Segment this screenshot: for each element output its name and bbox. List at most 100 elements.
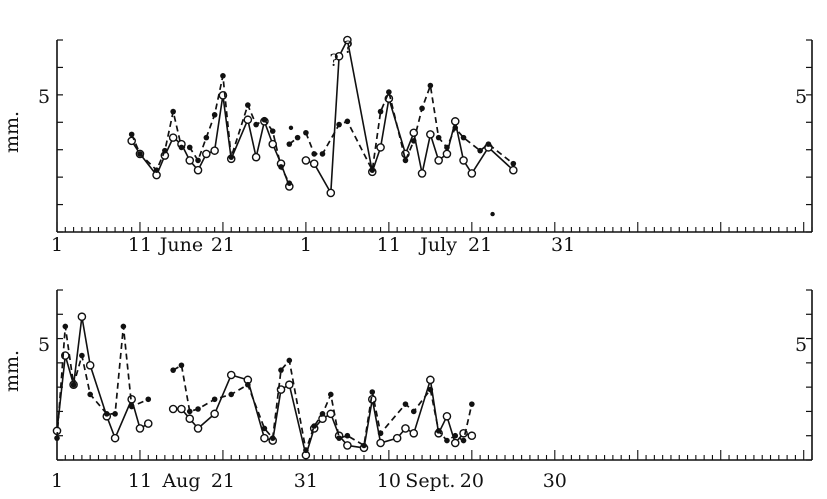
- open-circle-point: [409, 428, 419, 438]
- filled-dot-point: [336, 435, 342, 441]
- y-tick-label-right: 5: [795, 334, 807, 356]
- filled-dot-point: [477, 147, 483, 154]
- filled-dot-point: [269, 128, 276, 134]
- open-circle-point: [301, 156, 311, 165]
- filled-dot-point: [369, 389, 376, 395]
- open-circle-point: [459, 156, 468, 165]
- filled-dot-point: [286, 141, 293, 147]
- open-circle-point: [135, 424, 145, 433]
- filled-dot-point: [112, 411, 118, 417]
- filled-dot-point: [427, 82, 434, 89]
- open-circle-point: [434, 156, 443, 165]
- filled-dot-point: [444, 437, 450, 444]
- x-tick-label: 21: [211, 470, 235, 492]
- top-panel-june-july: 5 5mm.1 11 June 21 1 11 July 21 31??: [1, 35, 813, 256]
- filled-dot-point: [319, 411, 326, 417]
- filled-dot-point: [460, 134, 467, 141]
- filled-dot-point: [220, 72, 226, 79]
- stray-dot: [490, 211, 495, 217]
- filled-dot-point: [228, 154, 235, 160]
- open-circle-point: [168, 133, 178, 142]
- filled-dot-point: [410, 408, 417, 415]
- open-circle-point: [309, 159, 319, 168]
- filled-dot-point: [303, 129, 309, 136]
- open-circle-point: [168, 404, 178, 414]
- open-circle-point: [243, 115, 253, 125]
- filled-dot-point: [153, 167, 160, 173]
- filled-dot-point: [402, 401, 409, 407]
- filled-dot-point: [128, 131, 135, 138]
- filled-dot-point: [79, 352, 85, 359]
- filled-dot-point: [87, 391, 93, 398]
- open-circle-point: [285, 380, 294, 390]
- open-circle-point: [343, 441, 352, 450]
- x-tick-label: 31: [294, 470, 318, 492]
- filled-dot-point: [344, 118, 351, 125]
- y-tick-label-left: 5: [38, 86, 50, 108]
- x-tick-label: 11: [128, 234, 152, 256]
- filled-dot-point: [162, 147, 168, 154]
- filled-dot-point: [444, 144, 450, 151]
- filled-dot-point: [186, 408, 193, 415]
- filled-dot-point: [278, 164, 284, 170]
- open-circle-point: [185, 156, 195, 165]
- question-mark-annotation: ?: [344, 38, 353, 58]
- x-tick-label: 21: [211, 234, 235, 256]
- filled-dot-point: [294, 134, 301, 141]
- filled-dot-point: [319, 151, 326, 157]
- filled-dot-point: [70, 381, 77, 388]
- open-circle-point: [467, 431, 477, 441]
- question-mark-annotation: ?: [330, 51, 339, 71]
- filled-dot-point: [311, 423, 317, 429]
- filled-dot-point: [54, 435, 60, 441]
- filled-dot-point: [327, 391, 334, 398]
- filled-dot-point: [419, 105, 425, 112]
- open-circle-point: [202, 149, 211, 159]
- filled-dot-point: [344, 432, 351, 439]
- open-circle-point: [376, 143, 385, 152]
- filled-dot-point: [178, 144, 185, 151]
- filled-dot-point: [286, 357, 293, 364]
- filled-dot-point: [178, 362, 185, 369]
- filled-dot-point: [128, 403, 135, 410]
- filled-dot-point: [228, 391, 235, 398]
- filled-dot-point: [311, 151, 317, 157]
- filled-dot-point: [485, 141, 492, 147]
- filled-dot-point: [261, 116, 268, 123]
- filled-dot-point: [170, 108, 176, 115]
- filled-dot-point: [410, 138, 417, 144]
- filled-dot-point: [278, 367, 284, 373]
- open-circle-point: [260, 433, 269, 443]
- y-axis-label: mm.: [1, 350, 23, 392]
- open-circle-point: [143, 419, 153, 428]
- x-tick-label: 30: [543, 470, 567, 492]
- filled-dot-point: [286, 180, 293, 186]
- x-tick-label: 10: [377, 470, 401, 492]
- x-tick-label: 21: [468, 234, 492, 256]
- open-circle-point: [392, 433, 402, 443]
- y-tick-label-right: 5: [795, 86, 807, 108]
- filled-dot-point: [145, 396, 152, 403]
- open-circle-point: [426, 130, 435, 139]
- filled-dot-point: [195, 406, 201, 412]
- filled-dot-point: [211, 396, 218, 403]
- filled-dot-point: [245, 102, 251, 108]
- filled-dot-point: [62, 323, 69, 330]
- open-circle-point: [77, 312, 87, 322]
- open-circle-point: [251, 152, 261, 162]
- filled-dot-point: [186, 144, 193, 151]
- x-tick-label: Sept.: [405, 470, 455, 492]
- dashed-series-line: [172, 359, 473, 452]
- filled-dot-point: [245, 381, 251, 388]
- filled-dot-point: [452, 125, 459, 131]
- x-tick-label: 20: [460, 470, 484, 492]
- open-circle-point: [401, 424, 410, 433]
- open-circle-point: [376, 438, 385, 448]
- filled-dot-point: [435, 428, 442, 434]
- x-tick-label: Aug: [161, 470, 200, 492]
- filled-dot-point: [369, 167, 376, 173]
- y-tick-label-left: 5: [38, 334, 50, 356]
- filled-dot-point: [170, 367, 176, 373]
- open-circle-point: [343, 35, 352, 45]
- x-tick-label: 1: [51, 470, 63, 492]
